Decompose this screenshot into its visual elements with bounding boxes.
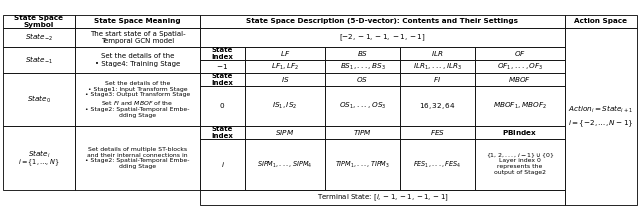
Text: $\mathbf{\mathit{FI}}$: $\mathbf{\mathit{FI}}$ [433, 75, 442, 84]
Bar [325, 86, 400, 126]
Bar [3, 47, 75, 73]
Text: State
Index: State Index [212, 73, 234, 86]
Text: State Space Meaning: State Space Meaning [94, 19, 181, 24]
Bar [75, 126, 200, 190]
Text: $\mathbf{\mathit{OS}}$: $\mathbf{\mathit{OS}}$ [356, 75, 369, 84]
Text: $OS_1,...,OS_3$: $OS_1,...,OS_3$ [339, 101, 386, 111]
Text: $\mathbf{\mathit{IS}}$: $\mathbf{\mathit{IS}}$ [281, 75, 289, 84]
Bar [400, 73, 475, 86]
Bar [245, 139, 325, 190]
Bar [200, 28, 565, 47]
Text: $i=\{-2,\ldots,N-1\}$: $i=\{-2,\ldots,N-1\}$ [568, 118, 634, 129]
Text: Layer index 0
represents the
output of Stage2: Layer index 0 represents the output of S… [494, 158, 546, 175]
Text: $\mathbf{\mathit{ILR}}$: $\mathbf{\mathit{ILR}}$ [431, 49, 444, 58]
Text: Set details of multiple ST-blocks
and their internal connections in
• Stage2: Sp: Set details of multiple ST-blocks and th… [85, 147, 189, 169]
Bar [75, 47, 200, 73]
Bar [400, 139, 475, 190]
Text: State Space
Symbol: State Space Symbol [15, 15, 63, 28]
Bar [200, 60, 245, 73]
Text: $\mathbf{\mathit{FES}}$: $\mathbf{\mathit{FES}}$ [430, 128, 445, 137]
Bar [475, 86, 565, 126]
Bar [200, 86, 245, 126]
Bar [565, 28, 637, 205]
Text: $-1$: $-1$ [216, 62, 228, 71]
Text: State
Index: State Index [212, 126, 234, 139]
Bar [475, 139, 565, 190]
Bar [245, 86, 325, 126]
Text: $SIPM_1,...,SIPM_4$: $SIPM_1,...,SIPM_4$ [257, 159, 313, 169]
Bar [475, 47, 565, 60]
Text: $\mathbf{\mathit{SIPM}}$: $\mathbf{\mathit{SIPM}}$ [275, 128, 294, 137]
Bar [3, 28, 75, 47]
Bar [475, 126, 565, 139]
Text: $\{1,2,...,i-1\}\cup\{0\}$: $\{1,2,...,i-1\}\cup\{0\}$ [486, 151, 554, 160]
Bar [245, 126, 325, 139]
Text: $ILR_1,...,ILR_3$: $ILR_1,...,ILR_3$ [413, 61, 462, 72]
Text: $\mathbf{\mathit{OF}}$: $\mathbf{\mathit{OF}}$ [514, 49, 526, 58]
Text: $0$: $0$ [220, 102, 225, 111]
Text: $TIPM_1,...,TIPM_3$: $TIPM_1,...,TIPM_3$ [335, 159, 390, 169]
Text: $FES_1,...,FES_4$: $FES_1,...,FES_4$ [413, 159, 461, 169]
Text: $IS_1, IS_2$: $IS_1, IS_2$ [273, 101, 298, 111]
Bar [325, 139, 400, 190]
Bar [325, 47, 400, 60]
Bar [3, 73, 75, 126]
Text: $State_i$: $State_i$ [28, 148, 51, 160]
Text: $\mathbf{PBIndex}$: $\mathbf{PBIndex}$ [502, 128, 538, 137]
Text: $i$: $i$ [221, 160, 225, 169]
Bar [75, 15, 200, 28]
Bar [245, 60, 325, 73]
Bar [245, 73, 325, 86]
Bar [325, 126, 400, 139]
Bar [200, 15, 565, 28]
Bar [200, 126, 245, 139]
Text: $\mathbf{\mathit{TIPM}}$: $\mathbf{\mathit{TIPM}}$ [353, 128, 372, 137]
Bar [400, 47, 475, 60]
Bar [245, 47, 325, 60]
Bar [75, 73, 200, 126]
Bar [200, 73, 245, 86]
Text: $[-2, -1, -1, -1, -1]$: $[-2, -1, -1, -1, -1]$ [339, 32, 426, 43]
Bar [200, 139, 245, 190]
Text: $\mathbf{\mathit{BS}}$: $\mathbf{\mathit{BS}}$ [357, 49, 368, 58]
Bar [3, 126, 75, 190]
Text: $MBOF_1, MBOF_2$: $MBOF_1, MBOF_2$ [493, 101, 547, 111]
Text: Set the details of the
• Stage4: Training Stage: Set the details of the • Stage4: Trainin… [95, 53, 180, 67]
Text: $Action_i = State_{i+1}$: $Action_i = State_{i+1}$ [568, 104, 634, 115]
Text: $State_0$: $State_0$ [27, 94, 51, 105]
Text: State
Index: State Index [212, 47, 234, 60]
Bar [400, 60, 475, 73]
Text: $State_{-1}$: $State_{-1}$ [25, 54, 53, 66]
Bar [200, 47, 245, 60]
Bar [565, 15, 637, 28]
Bar [3, 15, 75, 28]
Text: $\mathbf{\mathit{MBOF}}$: $\mathbf{\mathit{MBOF}}$ [508, 75, 532, 84]
Text: $16, 32, 64$: $16, 32, 64$ [419, 101, 456, 111]
Text: Set the details of the
• Stage1: Input Transform Stage
• Stage3: Output Transfor: Set the details of the • Stage1: Input T… [85, 81, 190, 118]
Text: State Space Description (5-D-vector): Contents and Their Settings: State Space Description (5-D-vector): Co… [246, 19, 518, 24]
Bar [325, 60, 400, 73]
Text: The start state of a Spatial-
Temporal GCN model: The start state of a Spatial- Temporal G… [90, 31, 186, 44]
Bar [325, 73, 400, 86]
Text: $LF_1, LF_2$: $LF_1, LF_2$ [271, 61, 299, 72]
Text: $OF_1,...,OF_3$: $OF_1,...,OF_3$ [497, 61, 543, 72]
Bar [475, 73, 565, 86]
Text: $State_{-2}$: $State_{-2}$ [25, 32, 53, 43]
Bar [400, 86, 475, 126]
Text: Terminal State: $[i, -1, -1, -1, -1]$: Terminal State: $[i, -1, -1, -1, -1]$ [317, 192, 449, 203]
Text: $\mathbf{\mathit{LF}}$: $\mathbf{\mathit{LF}}$ [280, 49, 290, 58]
Text: $BS_1,...,BS_3$: $BS_1,...,BS_3$ [340, 61, 385, 72]
Bar [475, 60, 565, 73]
Text: $i=\{1,\ldots,N\}$: $i=\{1,\ldots,N\}$ [19, 158, 60, 168]
Bar [200, 190, 565, 205]
Bar [400, 126, 475, 139]
Bar [75, 28, 200, 47]
Text: Action Space: Action Space [575, 19, 627, 24]
